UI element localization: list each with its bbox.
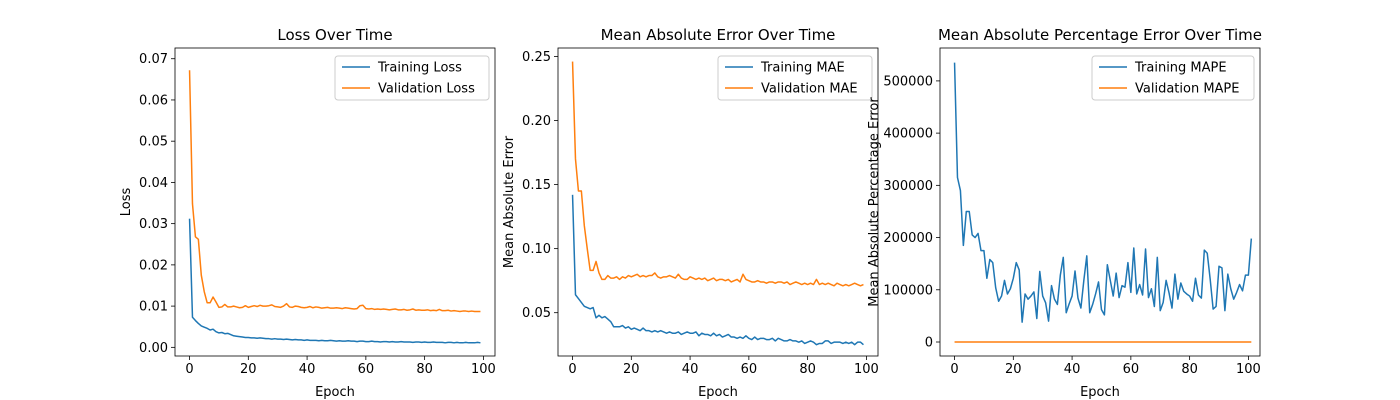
legend: Training Loss Validation Loss <box>334 55 490 101</box>
x-tick-label: 0 <box>568 362 576 377</box>
y-tick-label: 0.04 <box>139 176 168 191</box>
y-tick-label: 0 <box>925 336 933 351</box>
x-tick-label: 100 <box>471 362 496 377</box>
legend-label: Validation MAE <box>761 82 858 97</box>
legend-box <box>1091 55 1255 101</box>
y-tick-label: 200000 <box>883 231 933 246</box>
chart-title: Loss Over Time <box>277 26 392 44</box>
y-tick-label: 0.02 <box>139 258 168 273</box>
legend-label: Training Loss <box>377 61 462 76</box>
y-tick-label: 0.15 <box>522 178 551 193</box>
series-line-2 <box>571 61 864 287</box>
x-tick-label: 60 <box>358 362 375 377</box>
y-tick-label: 100000 <box>883 283 933 298</box>
legend-box <box>334 55 490 101</box>
series-line-2 <box>188 70 481 313</box>
plot-frame <box>939 47 1261 357</box>
y-axis-label: Mean Absolute Percentage Error <box>867 97 882 307</box>
y-tick-label: 0.05 <box>139 135 168 150</box>
x-tick-label: 80 <box>1181 362 1198 377</box>
x-tick-label: 60 <box>741 362 758 377</box>
series-line-1 <box>571 194 864 346</box>
x-axis-label: Epoch <box>315 385 355 400</box>
y-tick-label: 300000 <box>883 179 933 194</box>
x-tick-label: 40 <box>1064 362 1081 377</box>
y-tick-label: 0.10 <box>522 242 551 257</box>
y-tick-label: 500000 <box>883 74 933 89</box>
plot-frame <box>174 47 496 357</box>
legend-label: Validation Loss <box>378 82 475 97</box>
x-tick-label: 40 <box>682 362 699 377</box>
y-tick-label: 0.00 <box>139 341 168 356</box>
series-line-1 <box>953 62 1253 323</box>
legend: Training MAPE Validation MAPE <box>1091 55 1255 101</box>
legend-label: Training MAPE <box>1134 61 1227 76</box>
y-tick-label: 400000 <box>883 127 933 142</box>
y-tick-label: 0.03 <box>139 217 168 232</box>
y-axis-label: Mean Absolute Error <box>502 135 517 268</box>
y-tick-label: 0.05 <box>522 306 551 321</box>
x-tick-label: 0 <box>185 362 193 377</box>
x-tick-label: 20 <box>623 362 640 377</box>
chart-panel-3: 0 20 40 60 80 100 0 100000 200000 300000 400000 500… <box>867 26 1262 400</box>
y-axis-label: Loss <box>119 188 134 217</box>
x-tick-label: 100 <box>854 362 879 377</box>
x-axis-label: Epoch <box>698 385 738 400</box>
chart-title: Mean Absolute Error Over Time <box>601 26 836 44</box>
series-line-1 <box>188 218 481 344</box>
x-axis-label: Epoch <box>1080 385 1120 400</box>
legend-label: Training MAE <box>760 61 845 76</box>
x-tick-label: 20 <box>1005 362 1022 377</box>
y-tick-label: 0.25 <box>522 50 551 65</box>
y-tick-label: 0.06 <box>139 93 168 108</box>
y-tick-label: 0.07 <box>139 52 168 67</box>
chart-panel-2: 0 20 40 60 80 100 0.05 0.10 0.15 0.20 0.25 Mean Abs… <box>502 26 879 400</box>
legend-box <box>717 55 873 101</box>
legend: Training MAE Validation MAE <box>717 55 873 101</box>
x-tick-label: 20 <box>240 362 257 377</box>
y-tick-label: 0.20 <box>522 114 551 129</box>
x-tick-label: 40 <box>299 362 316 377</box>
x-tick-label: 80 <box>416 362 433 377</box>
y-tick-label: 0.01 <box>139 300 168 315</box>
x-tick-label: 100 <box>1236 362 1261 377</box>
plot-frame <box>557 47 879 357</box>
chart-title: Mean Absolute Percentage Error Over Time <box>938 26 1262 44</box>
x-tick-label: 80 <box>799 362 816 377</box>
chart-panel-1: 0 20 40 60 80 100 0.00 0.01 0.02 0.03 0.04 0.05 0.06… <box>119 26 496 400</box>
x-tick-label: 60 <box>1123 362 1140 377</box>
legend-label: Validation MAPE <box>1135 82 1240 97</box>
x-tick-label: 0 <box>950 362 958 377</box>
